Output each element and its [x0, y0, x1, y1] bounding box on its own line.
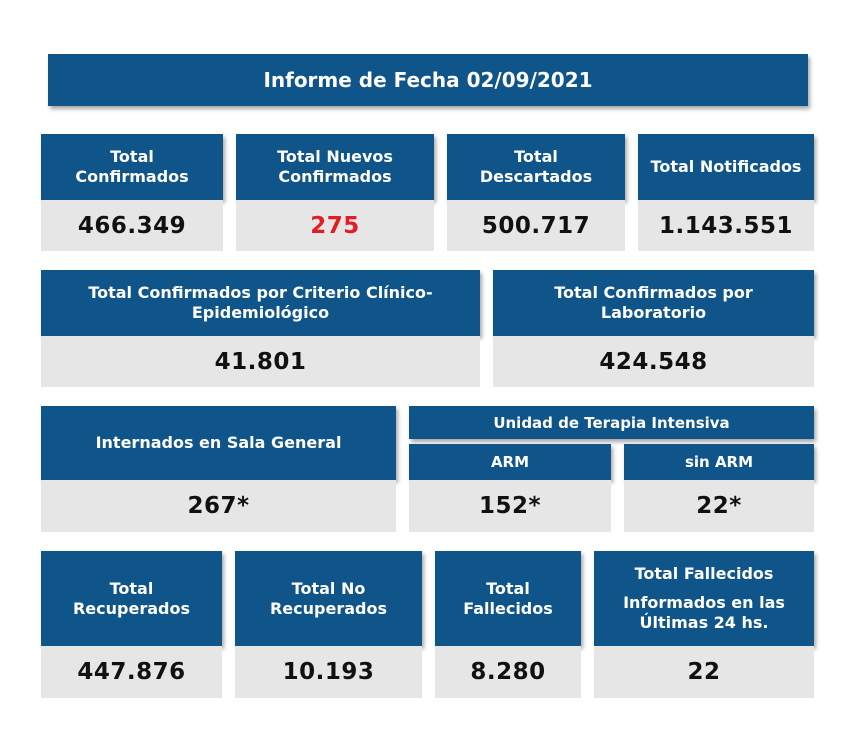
label-line: Total [110, 147, 154, 166]
label-line: Total Notificados [650, 157, 802, 176]
uti-header: Unidad de Terapia Intensiva [409, 406, 814, 439]
sala-general-header: Internados en Sala General [41, 406, 396, 480]
label-line: Laboratorio [600, 303, 707, 322]
label-line: Confirmados [75, 167, 189, 186]
sin-arm-header: sin ARM [624, 444, 814, 480]
label-line: Descartados [479, 167, 593, 186]
total-no-recuperados-value: 10.193 [235, 646, 422, 698]
label-line: Total Nuevos [277, 147, 393, 166]
label-line: Internados en Sala General [95, 433, 342, 452]
label-line: ARM [490, 453, 530, 471]
label-line: Total Confirmados por Criterio Clínico- [88, 283, 433, 302]
label-line: Recuperados [269, 598, 387, 618]
arm-value: 152* [409, 480, 611, 532]
confirmados-criterio-header: Total Confirmados por Criterio Clínico- E… [41, 270, 480, 336]
report-title: Informe de Fecha 02/09/2021 [48, 54, 808, 106]
label-line: Informados en las [623, 593, 785, 612]
label-line: Total [109, 578, 154, 598]
label-line: Recuperados [72, 598, 190, 618]
total-fallecidos-value: 8.280 [435, 646, 581, 698]
total-no-recuperados-header: Total No Recuperados [235, 551, 422, 646]
fallecidos-24hs-header: Total Fallecidos Informados en las Últim… [594, 551, 814, 646]
label-line: Últimas 24 hs. [639, 613, 769, 632]
label-line: Epidemiológico [191, 303, 330, 322]
total-nuevos-confirmados-header: Total Nuevos Confirmados [236, 134, 434, 200]
total-confirmados-header: Total Confirmados [41, 134, 223, 200]
total-recuperados-header: Total Recuperados [41, 551, 222, 646]
label-line: Confirmados [278, 167, 392, 186]
total-confirmados-value: 466.349 [41, 200, 223, 251]
fallecidos-24hs-value: 22 [594, 646, 814, 698]
total-descartados-value: 500.717 [447, 200, 625, 251]
total-descartados-header: Total Descartados [447, 134, 625, 200]
confirmados-criterio-value: 41.801 [41, 336, 480, 387]
label-line: Total [514, 147, 558, 166]
sin-arm-value: 22* [624, 480, 814, 532]
label-line: Total [486, 578, 530, 598]
arm-header: ARM [409, 444, 611, 480]
label-line: Fallecidos [463, 598, 553, 618]
total-nuevos-confirmados-value: 275 [236, 200, 434, 251]
total-notificados-header: Total Notificados [638, 134, 814, 200]
total-notificados-value: 1.143.551 [638, 200, 814, 251]
confirmados-laboratorio-value: 424.548 [493, 336, 814, 387]
label-line: sin ARM [684, 453, 754, 471]
report-title-text: Informe de Fecha 02/09/2021 [263, 68, 593, 92]
total-recuperados-value: 447.876 [41, 646, 222, 698]
confirmados-laboratorio-header: Total Confirmados por Laboratorio [493, 270, 814, 336]
label-line: Total Fallecidos [634, 564, 774, 583]
total-fallecidos-header: Total Fallecidos [435, 551, 581, 646]
sala-general-value: 267* [41, 480, 396, 532]
label-line: Unidad de Terapia Intensiva [493, 413, 730, 432]
label-line: Total Confirmados por [554, 283, 753, 302]
label-line: Total No [291, 578, 366, 598]
